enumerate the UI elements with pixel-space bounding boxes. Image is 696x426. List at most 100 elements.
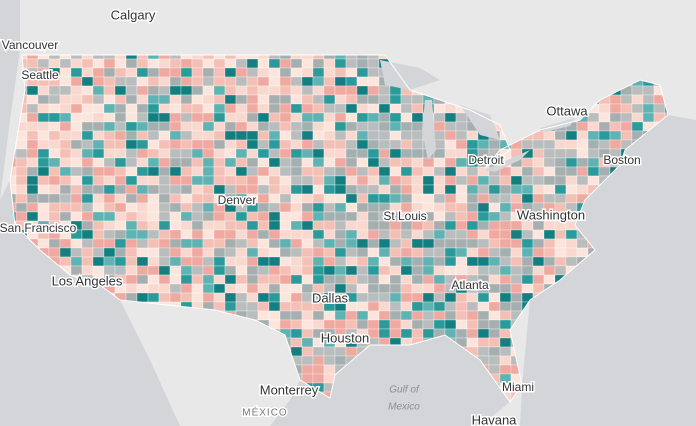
county — [389, 175, 402, 186]
county — [125, 265, 138, 276]
county — [125, 157, 138, 168]
county — [631, 121, 644, 132]
county — [169, 175, 182, 186]
county — [389, 130, 402, 141]
county — [444, 292, 457, 303]
county — [367, 202, 380, 213]
county — [378, 238, 391, 249]
county — [301, 337, 314, 348]
county — [180, 130, 193, 141]
county — [114, 202, 127, 213]
county — [114, 94, 127, 105]
county — [521, 175, 534, 186]
county — [554, 265, 567, 276]
county — [103, 103, 116, 114]
county — [323, 166, 336, 177]
county — [422, 301, 435, 312]
county — [433, 319, 446, 330]
county — [576, 166, 589, 177]
county — [301, 355, 314, 366]
county — [37, 139, 50, 150]
county — [389, 247, 402, 258]
county — [246, 157, 259, 168]
county — [554, 157, 567, 168]
county — [466, 220, 479, 231]
county — [400, 265, 413, 276]
county — [279, 274, 292, 285]
county — [356, 319, 369, 330]
county — [455, 130, 468, 141]
county — [202, 121, 215, 132]
county — [378, 274, 391, 285]
county — [147, 58, 160, 69]
county — [279, 211, 292, 222]
county — [455, 184, 468, 195]
county — [279, 103, 292, 114]
county — [400, 103, 413, 114]
county — [158, 220, 171, 231]
county — [334, 103, 347, 114]
county — [180, 85, 193, 96]
county — [202, 112, 215, 123]
county — [488, 355, 501, 366]
county — [26, 157, 39, 168]
county — [356, 148, 369, 159]
county — [312, 94, 325, 105]
county — [488, 346, 501, 357]
county — [191, 157, 204, 168]
county — [345, 238, 358, 249]
county — [235, 112, 248, 123]
county — [455, 229, 468, 240]
county — [37, 112, 50, 123]
county — [455, 112, 468, 123]
county — [642, 94, 655, 105]
county — [378, 175, 391, 186]
county — [356, 310, 369, 321]
county — [334, 130, 347, 141]
county — [213, 157, 226, 168]
county — [521, 229, 534, 240]
county — [367, 247, 380, 258]
county — [378, 166, 391, 177]
county — [477, 337, 490, 348]
county — [576, 184, 589, 195]
county — [323, 112, 336, 123]
county — [37, 202, 50, 213]
county — [26, 202, 39, 213]
county — [389, 148, 402, 159]
county — [312, 184, 325, 195]
county — [301, 103, 314, 114]
county — [103, 148, 116, 159]
county — [279, 292, 292, 303]
county — [257, 247, 270, 258]
county — [367, 319, 380, 330]
county — [15, 211, 28, 222]
county — [235, 76, 248, 87]
county — [246, 103, 259, 114]
county — [26, 94, 39, 105]
county — [323, 157, 336, 168]
county — [598, 166, 611, 177]
county — [59, 247, 72, 258]
county — [59, 85, 72, 96]
county — [400, 157, 413, 168]
county — [125, 130, 138, 141]
county — [290, 220, 303, 231]
county — [554, 193, 567, 204]
county — [609, 130, 622, 141]
county — [279, 139, 292, 150]
county — [268, 94, 281, 105]
county — [312, 238, 325, 249]
county — [323, 220, 336, 231]
county — [246, 58, 259, 69]
county — [180, 121, 193, 132]
county — [444, 301, 457, 312]
county — [312, 265, 325, 276]
county — [290, 238, 303, 249]
county — [81, 121, 94, 132]
county — [499, 265, 512, 276]
county — [48, 166, 61, 177]
county — [103, 58, 116, 69]
county — [378, 103, 391, 114]
county — [268, 292, 281, 303]
